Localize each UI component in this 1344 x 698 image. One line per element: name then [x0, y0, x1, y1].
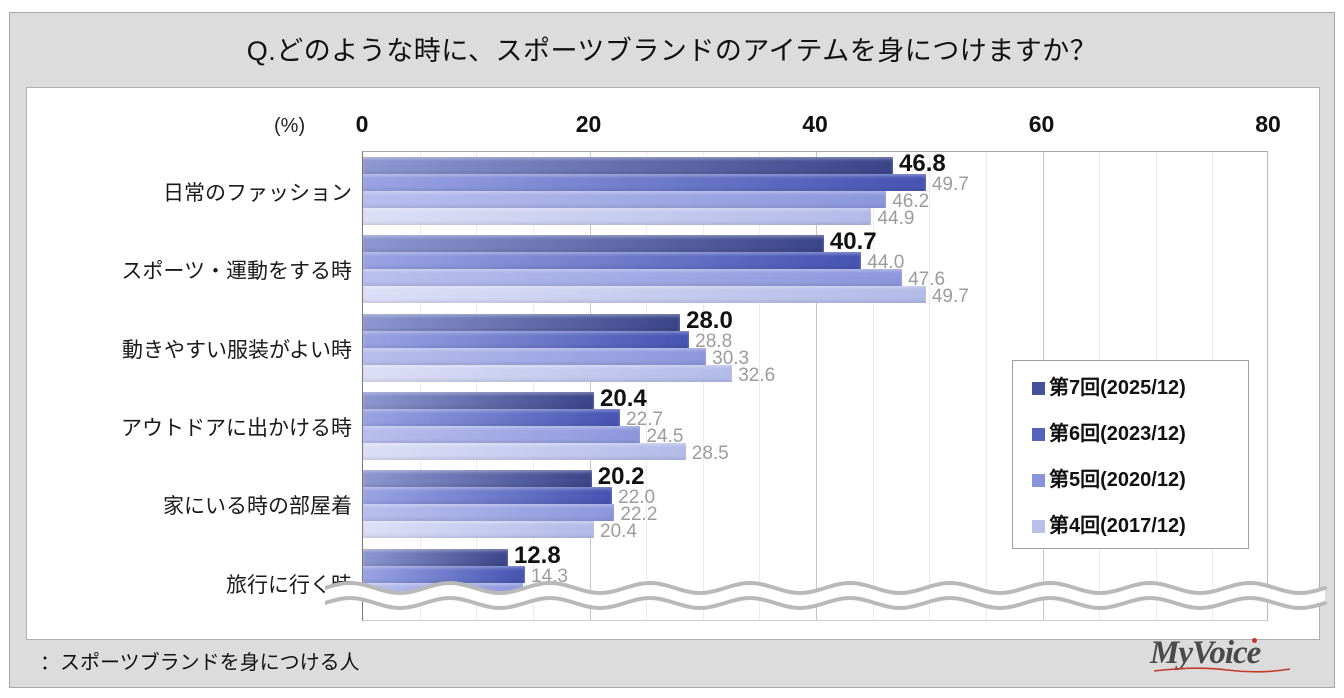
legend-label: 第6回(2023/12) — [1049, 423, 1186, 445]
legend-item: 第4回(2017/12) — [1032, 512, 1248, 541]
legend-swatch — [1032, 382, 1045, 395]
value-label: 32.6 — [738, 365, 776, 386]
bar — [363, 191, 887, 208]
bar — [363, 470, 592, 487]
x-axis-tick-label: 80 — [1255, 111, 1281, 137]
bar — [363, 269, 903, 286]
value-label: 22.7 — [626, 409, 664, 430]
bar — [363, 549, 508, 566]
minor-gridline — [759, 152, 761, 620]
minor-gridline — [646, 152, 648, 620]
x-axis-tick-label: 20 — [575, 111, 602, 137]
bar — [363, 235, 824, 252]
value-label: 44.9 — [877, 208, 915, 229]
value-label: 30.3 — [712, 348, 750, 369]
bar — [363, 208, 872, 225]
bar — [363, 174, 926, 191]
minor-gridline — [476, 152, 478, 620]
legend-swatch — [1032, 474, 1045, 487]
minor-gridline — [702, 152, 704, 620]
bar — [363, 286, 926, 303]
category-label: 動きやすい服装がよい時 — [122, 339, 352, 362]
category-label: アウトドアに出かける時 — [121, 417, 352, 440]
value-label: 28.0 — [686, 307, 733, 334]
legend-label: 第4回(2017/12) — [1049, 515, 1186, 537]
value-label: 20.2 — [597, 463, 645, 490]
legend-label: 第7回(2025/12) — [1049, 377, 1186, 399]
logo-i-dot-accent — [1252, 638, 1257, 643]
chart-title: Q.どのような時に、スポーツブランドのアイテムを身につけますか？ — [246, 36, 1098, 66]
legend: 第7回(2025/12) 第6回(2023/12) 第5回(2020/12) 第4回(… — [1012, 360, 1249, 549]
value-label: 20.4 — [600, 385, 647, 412]
legend-item: 第6回(2023/12) — [1032, 420, 1248, 449]
value-label: 14.3 — [530, 566, 568, 587]
value-label: 46.8 — [899, 150, 946, 177]
major-gridline — [589, 152, 591, 620]
value-label: 20.4 — [600, 521, 637, 542]
bar — [363, 409, 621, 426]
bar — [363, 157, 893, 174]
minor-gridline — [872, 152, 874, 620]
bar — [363, 365, 733, 382]
chart-frame: Q.どのような時に、スポーツブランドのアイテムを身につけますか？ (%) 0 20… — [9, 12, 1335, 688]
bar — [363, 566, 525, 583]
category-label: スポーツ・運動をする時 — [121, 260, 352, 283]
category-label: 旅行に行く時 — [226, 574, 352, 597]
minor-gridline — [419, 152, 421, 620]
value-label: 47.6 — [908, 269, 946, 290]
value-label: 28.5 — [691, 443, 729, 464]
bar — [363, 443, 686, 460]
bar — [363, 521, 595, 538]
truncation-wave — [325, 580, 1327, 611]
bar — [363, 426, 641, 443]
minor-gridline — [929, 152, 931, 620]
minor-gridline — [532, 152, 534, 620]
value-label: 44.0 — [867, 252, 905, 273]
bar — [363, 331, 690, 348]
value-label: 46.2 — [892, 191, 930, 212]
value-label: 28.8 — [695, 331, 733, 352]
percent-unit-label: (%) — [274, 115, 306, 137]
value-label: 49.7 — [931, 174, 969, 195]
major-gridline — [816, 152, 817, 620]
bar — [363, 348, 707, 365]
legend-label: 第5回(2020/12) — [1049, 469, 1186, 491]
myvoice-logo-text: MyVoice — [1150, 635, 1261, 671]
legend-swatch — [1032, 428, 1045, 441]
chart-panel: (%) 0 20 40 60 80 日常のファッションスポーツ・運動をする時 動きやすい服… — [26, 87, 1327, 640]
value-label: 12.8 — [513, 542, 561, 569]
myvoice-logo: MyVoice — [1150, 635, 1300, 679]
minor-gridline — [985, 152, 987, 620]
bar — [363, 314, 681, 331]
x-axis-tick-label: 0 — [355, 111, 369, 137]
legend-item: 第7回(2025/12) — [1032, 374, 1248, 403]
footer-note: ：スポーツブランドを身につける人 — [40, 652, 360, 674]
legend-item: 第5回(2020/12) — [1032, 466, 1248, 495]
logo-underline-swoosh — [1153, 667, 1291, 673]
legend-swatch — [1032, 520, 1045, 533]
x-axis-tick-label: 40 — [802, 111, 828, 137]
value-label: 49.7 — [931, 286, 969, 307]
bar — [363, 504, 615, 521]
x-axis-tick-label: 60 — [1028, 111, 1055, 137]
value-label: 24.5 — [646, 426, 684, 447]
category-label: 日常のファッション — [163, 182, 352, 205]
value-label: 22.2 — [620, 504, 658, 525]
plot-area: 46.8 49.7 46.2 44.9 40.7 44.0 47.6 49.7 28.0 28.8… — [362, 151, 1268, 621]
category-label: 家にいる時の部屋着 — [163, 495, 352, 518]
value-label: 40.7 — [829, 228, 877, 255]
bar — [363, 487, 613, 504]
bar — [363, 252, 862, 269]
bar — [363, 392, 595, 409]
value-label: 22.0 — [618, 487, 656, 508]
